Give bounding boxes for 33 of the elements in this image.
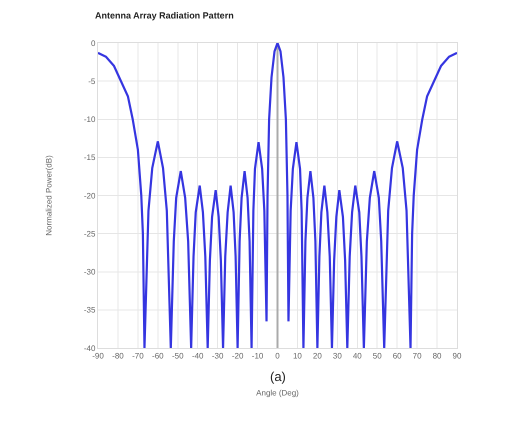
y-tick-label: -20	[84, 191, 96, 200]
x-tick-label: -70	[132, 352, 144, 361]
x-tick-label: -20	[232, 352, 244, 361]
x-tick-label: -50	[172, 352, 184, 361]
line-series	[98, 43, 457, 348]
x-tick-label: 50	[372, 352, 382, 361]
text: (a)	[270, 369, 286, 384]
x-tick-label: -10	[252, 352, 264, 361]
x-tick-label: -80	[112, 352, 124, 361]
x-tick-label: -60	[152, 352, 164, 361]
y-tick-label: 0	[90, 38, 96, 48]
y-tick-label: -15	[84, 153, 96, 162]
x-tick-label: 20	[312, 352, 322, 361]
x-tick-label: -90	[92, 352, 104, 361]
x-tick-label: 60	[392, 352, 402, 361]
x-tick-label: 70	[412, 352, 422, 361]
x-tick-label: 10	[292, 352, 302, 361]
y-tick-label: -25	[84, 229, 96, 238]
x-tick-label: 30	[332, 352, 342, 361]
y-tick-label: -10	[84, 115, 96, 124]
y-tick-label: -35	[84, 306, 96, 315]
x-tick-label: 0	[275, 352, 280, 361]
y-tick-label: -30	[84, 268, 96, 277]
x-tick-label: 80	[432, 352, 442, 361]
y-tick-label: -5	[88, 76, 96, 86]
y-tick-label: -40	[84, 344, 96, 353]
x-tick-label: 40	[352, 352, 362, 361]
x-axis-title: Angle (Deg)	[256, 388, 300, 398]
x-tick-label: 90	[452, 352, 462, 361]
y-axis-title: Normalized Power(dB)	[44, 154, 54, 236]
x-tick-label: -40	[192, 352, 204, 361]
chart-title: Antenna Array Radiation Pattern	[95, 10, 234, 20]
x-tick-label: -30	[212, 352, 224, 361]
